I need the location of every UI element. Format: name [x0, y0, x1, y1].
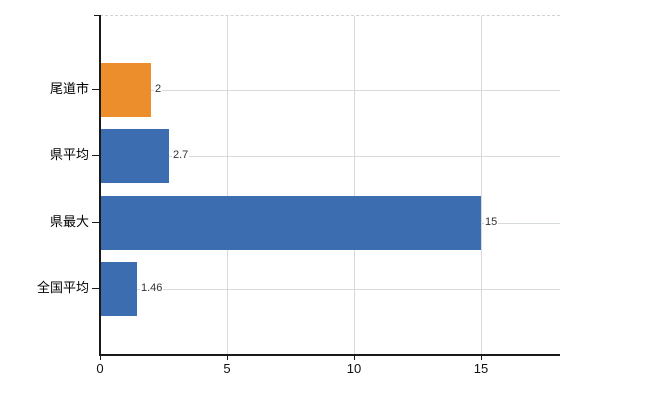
vertical-gridline	[227, 16, 228, 356]
x-axis-tick-label: 5	[223, 361, 231, 376]
y-axis-top-tick	[94, 15, 100, 16]
y-axis-line	[99, 15, 101, 355]
bar-value-label: 15	[484, 216, 499, 229]
x-axis-line	[99, 354, 560, 356]
horizontal-gridline	[100, 90, 560, 91]
y-axis-tick	[92, 222, 100, 223]
category-label: 県平均	[49, 147, 89, 162]
bar-value-label: 2.7	[172, 149, 190, 162]
category-label: 全国平均	[36, 280, 89, 295]
y-axis-tick	[92, 288, 100, 289]
x-axis-tick	[481, 355, 482, 360]
x-axis-tick	[227, 355, 228, 360]
bar-value-label: 2	[154, 83, 163, 96]
x-axis-tick-label: 15	[473, 361, 489, 376]
x-axis-tick	[100, 355, 101, 360]
plot-area: 2 2.7 15 1.46	[100, 15, 560, 356]
bar-1	[100, 63, 151, 117]
vertical-gridline	[481, 16, 482, 356]
x-axis-tick-label: 0	[96, 361, 104, 376]
horizontal-gridline	[100, 156, 560, 157]
bar-value-label: 1.46	[140, 282, 164, 295]
vertical-gridline	[354, 16, 355, 356]
x-axis-tick	[354, 355, 355, 360]
category-label: 尾道市	[49, 81, 89, 96]
category-label: 県最大	[49, 214, 89, 229]
bar-3	[100, 196, 481, 250]
y-axis-tick	[92, 89, 100, 90]
horizontal-gridline	[100, 289, 560, 290]
bar-4	[100, 262, 137, 316]
y-axis-tick	[92, 155, 100, 156]
x-axis-tick-label: 10	[346, 361, 362, 376]
bar-2	[100, 129, 169, 183]
